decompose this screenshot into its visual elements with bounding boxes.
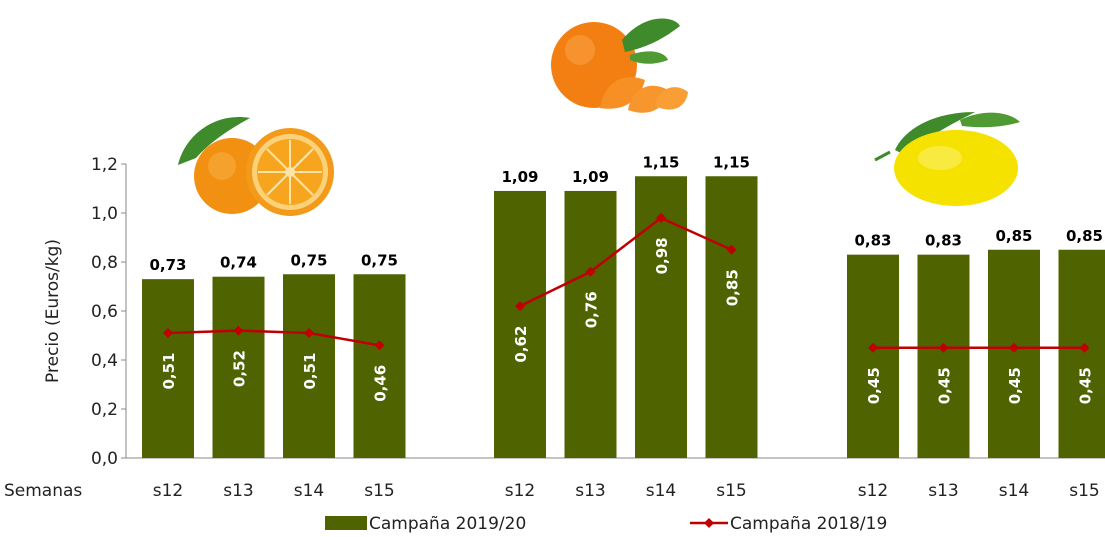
series-line [519,216,733,308]
bar-value-label: 1,09 [572,168,609,186]
line-point [233,325,244,336]
x-tick-label: s14 [646,481,677,501]
y-tick-label: 0,8 [91,253,118,273]
y-tick-label: 1,0 [91,204,118,224]
y-tick-label: 0,2 [91,400,118,420]
bar-value-label: 0,85 [1066,227,1103,245]
bar [847,254,899,458]
bar-value-label: 0,75 [361,251,398,269]
line-point [656,212,666,223]
line-value-label: 0,45 [865,367,883,404]
x-tick-label: s14 [294,481,325,501]
line-point [868,342,878,353]
x-tick-label: s12 [505,481,536,501]
line-value-label: 0,51 [160,353,178,390]
bar [917,254,970,458]
bar [142,279,194,458]
line-point [304,328,314,339]
line-point [726,244,737,255]
line-value-label: 0,46 [372,365,390,402]
line-point [515,301,525,312]
line-value-label: 0,45 [1077,367,1095,404]
line-value-label: 0,98 [653,237,671,274]
line-value-label: 0,76 [583,291,601,328]
bar-value-label: 1,09 [501,168,538,186]
bar-series [142,176,1105,458]
fruit-images [178,18,1020,216]
legend-label: Campaña 2018/19 [730,514,887,534]
x-axis-label: Semanas [4,481,82,501]
line-value-label: 0,62 [512,326,530,363]
lemon-icon [874,112,1020,206]
orange-icon [178,117,334,216]
x-tick-label: s12 [153,481,184,501]
bar-value-label: 0,74 [220,254,257,272]
bar-value-label: 0,75 [290,251,327,269]
legend-swatch-marker [704,518,714,528]
line-value-label: 0,85 [724,269,742,306]
bar-value-label: 1,15 [713,153,750,171]
axes: 0,0 0,2 0,4 0,6 0,8 1,0 1,2 Precio (Euros/kg) Se… [4,155,1105,501]
line-point [163,328,173,339]
bar [564,190,617,458]
x-tick-label: s15 [716,481,747,501]
line-point [1009,342,1019,353]
line-value-label: 0,45 [936,367,954,404]
series-line [167,329,380,347]
x-tick-label: s13 [223,481,254,501]
legend: Campaña 2019/20 Campaña 2018/19 [325,514,887,534]
mandarin-icon [551,18,688,113]
bar [635,176,687,458]
line-point [1079,342,1090,353]
legend-label: Campaña 2019/20 [369,514,526,534]
line-series [163,212,1090,353]
x-tick-label: s15 [1069,481,1100,501]
y-tick-label: 0,6 [91,302,118,322]
y-axis-label: Precio (Euros/kg) [43,239,63,383]
line-value-label: 0,51 [301,353,319,390]
x-tick-label: s14 [999,481,1030,501]
bar [1058,249,1105,458]
y-tick-label: 0,4 [91,351,118,371]
bar [283,274,335,458]
line-point [374,340,385,351]
bar-value-label: 0,85 [995,227,1032,245]
line-point [585,266,596,277]
legend-swatch-bar [325,516,367,530]
x-tick-label: s13 [575,481,606,501]
data-labels: 0,73 0,74 0,75 0,75 0,51 0,52 0,51 0,46 1,09 1,09… [149,153,1103,404]
y-tick-label: 1,2 [91,155,118,175]
bar [988,249,1040,458]
line-point [938,342,949,353]
bar [212,276,265,458]
bar [494,190,546,458]
bar [353,274,406,458]
bar-value-label: 1,15 [642,153,679,171]
x-tick-label: s15 [364,481,395,501]
bar [705,176,758,458]
line-value-label: 0,52 [231,350,249,387]
x-tick-label: s12 [858,481,889,501]
bar-value-label: 0,73 [149,256,186,274]
bar-value-label: 0,83 [854,232,891,250]
y-tick-label: 0,0 [91,449,118,469]
line-value-label: 0,45 [1006,367,1024,404]
x-tick-label: s13 [928,481,959,501]
bar-value-label: 0,83 [925,232,962,250]
